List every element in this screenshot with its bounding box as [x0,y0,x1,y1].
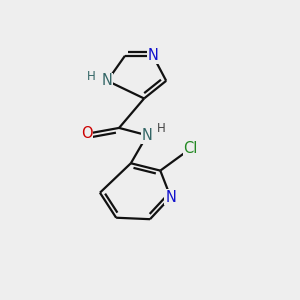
Text: H: H [87,70,95,83]
Text: N: N [165,190,176,205]
Text: Cl: Cl [183,141,198,156]
Text: N: N [148,48,158,63]
Text: O: O [81,126,92,141]
Text: N: N [102,73,113,88]
Text: H: H [157,122,166,135]
Text: N: N [142,128,152,143]
